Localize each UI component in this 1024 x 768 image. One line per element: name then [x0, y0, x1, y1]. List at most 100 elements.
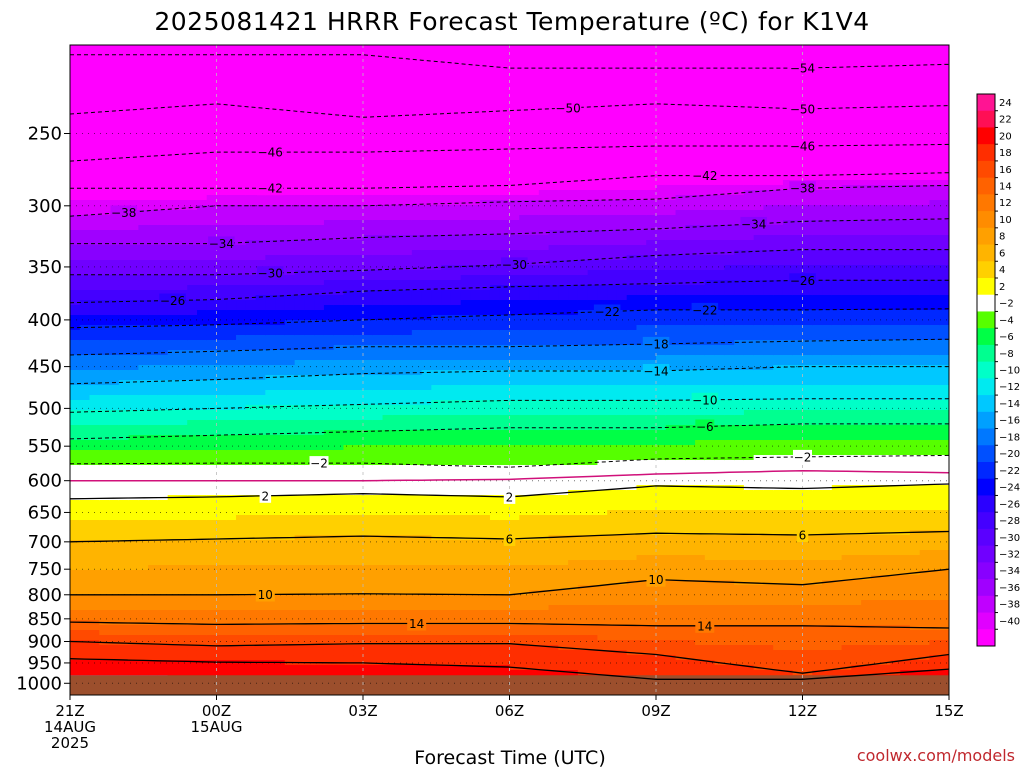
- temperature-cell: [206, 315, 218, 321]
- temperature-cell: [284, 585, 296, 591]
- temperature-cell: [431, 285, 442, 291]
- temperature-cell: [70, 240, 81, 246]
- temperature-cell: [265, 640, 276, 646]
- temperature-cell: [255, 370, 266, 376]
- temperature-cell: [177, 240, 188, 246]
- temperature-cell: [323, 80, 335, 86]
- temperature-cell: [441, 60, 452, 66]
- temperature-cell: [343, 70, 354, 76]
- temperature-cell: [294, 470, 305, 476]
- temperature-cell: [157, 435, 169, 441]
- temperature-cell: [304, 550, 315, 556]
- temperature-cell: [382, 560, 393, 566]
- temperature-cell: [99, 165, 110, 171]
- temperature-cell: [431, 375, 442, 381]
- temperature-cell: [99, 380, 110, 386]
- temperature-cell: [118, 605, 130, 611]
- temperature-cell: [70, 100, 81, 106]
- temperature-cell: [255, 100, 266, 106]
- temperature-cell: [304, 565, 315, 571]
- temperature-cell: [138, 245, 149, 251]
- temperature-cell: [284, 480, 296, 486]
- temperature-cell: [255, 205, 266, 211]
- temperature-cell: [255, 65, 266, 71]
- temperature-cell: [187, 490, 198, 496]
- temperature-cell: [363, 640, 374, 646]
- temperature-cell: [431, 45, 442, 51]
- temperature-cell: [402, 160, 413, 166]
- temperature-cell: [148, 170, 159, 176]
- temperature-cell: [138, 410, 149, 416]
- temperature-cell: [402, 320, 413, 326]
- temperature-cell: [177, 270, 188, 276]
- temperature-cell: [216, 125, 227, 131]
- temperature-cell: [382, 660, 393, 666]
- temperature-cell: [226, 305, 237, 311]
- temperature-cell: [304, 560, 315, 566]
- temperature-cell: [70, 55, 81, 61]
- temperature-cell: [275, 650, 286, 656]
- temperature-cell: [402, 145, 413, 151]
- temperature-cell: [196, 430, 208, 436]
- temperature-cell: [421, 160, 432, 166]
- temperature-cell: [167, 500, 179, 506]
- temperature-cell: [236, 580, 247, 586]
- temperature-cell: [109, 560, 120, 566]
- temperature-cell: [402, 545, 413, 551]
- temperature-cell: [402, 155, 413, 161]
- temperature-cell: [333, 255, 345, 261]
- temperature-cell: [314, 180, 325, 186]
- temperature-cell: [167, 490, 179, 496]
- temperature-cell: [294, 60, 305, 66]
- temperature-cell: [392, 125, 403, 131]
- temperature-cell: [70, 505, 81, 511]
- temperature-cell: [157, 575, 169, 581]
- temperature-cell: [89, 260, 100, 266]
- temperature-cell: [177, 565, 188, 571]
- temperature-cell: [128, 290, 139, 296]
- temperature-cell: [177, 620, 188, 626]
- temperature-cell: [363, 135, 374, 141]
- temperature-cell: [138, 380, 149, 386]
- temperature-cell: [421, 455, 432, 461]
- temperature-cell: [157, 475, 169, 481]
- temperature-cell: [89, 225, 100, 231]
- temperature-cell: [343, 635, 354, 641]
- temperature-cell: [372, 265, 384, 271]
- temperature-cell: [392, 525, 403, 531]
- temperature-cell: [167, 345, 179, 351]
- temperature-cell: [167, 470, 179, 476]
- temperature-cell: [226, 220, 237, 226]
- temperature-cell: [411, 95, 423, 101]
- temperature-cell: [265, 605, 276, 611]
- temperature-cell: [128, 635, 139, 641]
- temperature-cell: [382, 300, 393, 306]
- temperature-cell: [333, 635, 345, 641]
- temperature-cell: [275, 665, 286, 671]
- temperature-cell: [245, 440, 257, 446]
- temperature-cell: [382, 670, 393, 676]
- temperature-cell: [294, 475, 305, 481]
- temperature-cell: [89, 560, 100, 566]
- temperature-cell: [79, 270, 91, 276]
- temperature-cell: [226, 415, 237, 421]
- temperature-cell: [392, 50, 403, 56]
- temperature-cell: [245, 320, 257, 326]
- temperature-cell: [314, 215, 325, 221]
- temperature-cell: [431, 585, 442, 591]
- temperature-cell: [275, 455, 286, 461]
- temperature-cell: [70, 225, 81, 231]
- temperature-cell: [236, 570, 247, 576]
- temperature-cell: [99, 515, 110, 521]
- temperature-cell: [284, 260, 296, 266]
- temperature-cell: [284, 245, 296, 251]
- temperature-cell: [411, 60, 423, 66]
- temperature-cell: [382, 450, 393, 456]
- temperature-cell: [157, 50, 169, 56]
- temperature-cell: [109, 155, 120, 161]
- temperature-cell: [392, 275, 403, 281]
- temperature-cell: [353, 585, 364, 591]
- temperature-cell: [392, 495, 403, 501]
- temperature-cell: [284, 665, 296, 671]
- temperature-cell: [314, 500, 325, 506]
